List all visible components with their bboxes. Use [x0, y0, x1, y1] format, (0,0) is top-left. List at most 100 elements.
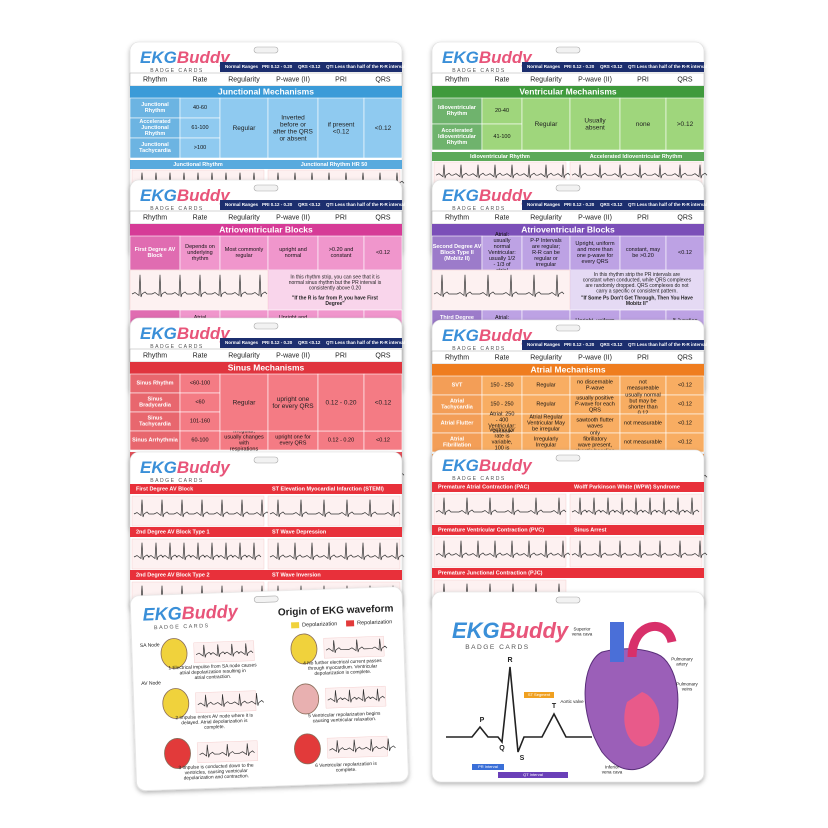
section-bar	[432, 224, 704, 236]
label: BADGE CARDS	[452, 68, 506, 74]
table-cell-text: 61-100	[191, 125, 208, 131]
label: BADGE CARDS	[465, 644, 530, 651]
label: BADGE CARDS	[452, 476, 506, 482]
badge-slot	[253, 456, 279, 464]
strip-label: First Degree AV Block	[136, 486, 194, 492]
badge-slot	[253, 322, 279, 330]
header-bar	[220, 200, 402, 210]
merged-text: 0.12 - 0.20	[325, 399, 356, 406]
section-bar	[432, 364, 704, 376]
table-cell-text: not measurable	[624, 421, 662, 427]
ecg-wave	[446, 666, 592, 753]
table-cell-text: <0.12	[678, 250, 692, 256]
table-cell	[431, 97, 483, 125]
logo: EKGBuddy	[140, 186, 231, 205]
logo-buddy: Buddy	[177, 458, 231, 477]
table-cell-text: Regular	[536, 383, 555, 389]
table-cell	[317, 235, 365, 271]
legend-label: Depolarization	[302, 621, 337, 628]
table-cell-text: <60-100	[190, 381, 210, 387]
strip-label: Premature Atrial Contraction (PAC)	[438, 484, 530, 490]
column-row	[431, 210, 705, 225]
logo-buddy: Buddy	[181, 601, 239, 623]
table-cell-text: >0.20 and constant	[329, 247, 354, 259]
column-header: QRS	[677, 76, 693, 83]
merged-cell	[363, 97, 403, 159]
table-cell-text: 41-100	[493, 134, 510, 140]
strip-label: 2nd Degree AV Block Type 2	[136, 572, 210, 578]
ecg-trace	[433, 274, 565, 298]
table-cell-text: <0.12	[678, 440, 692, 446]
table-cell-text: Junctional Tachycardia	[139, 142, 172, 154]
ecg-trace	[131, 274, 268, 298]
badge-slot	[253, 595, 279, 603]
label: Normal Ranges	[225, 202, 259, 207]
ecg-trace	[269, 499, 401, 518]
merged-cell	[665, 97, 705, 151]
table-cell-text: sawtooth flutter waves	[576, 418, 613, 430]
table-cell-text: Irregular, usually changes with respiration…	[224, 429, 264, 453]
wave-label: T	[552, 703, 557, 710]
label: QRS <0.12	[298, 340, 321, 345]
column-header: Regularity	[228, 76, 260, 83]
heart-icon	[162, 688, 190, 719]
table-cell-text: constant, may be >0.20	[626, 247, 660, 259]
label: PRI 0.12 - 0.20	[564, 342, 595, 347]
column-header: Rate	[193, 214, 208, 221]
column-header: P-wave (II)	[276, 352, 310, 359]
ecg-grid	[267, 538, 401, 570]
column-header: PRI	[637, 76, 649, 83]
logo-ekg: EKG	[452, 618, 500, 643]
table-cell-text: <0.12	[678, 383, 692, 389]
badge-slot	[555, 454, 581, 462]
table-cell	[521, 235, 571, 271]
section-bar	[130, 86, 402, 98]
section-bar	[130, 224, 402, 236]
table-cell-text: no discernable P-wave	[577, 380, 613, 392]
section-title: Junctional Mechanisms	[218, 86, 314, 96]
strip-label: 2nd Degree AV Block Type 1	[136, 529, 210, 535]
column-header: Rate	[193, 352, 208, 359]
wave-label: Q	[499, 745, 505, 752]
column-header: Rate	[193, 76, 208, 83]
column-header: P-wave (II)	[578, 76, 612, 83]
ecg-trace	[571, 540, 708, 559]
table-cell-text: Irregularly Irregular	[534, 437, 559, 449]
ecg-grid	[195, 690, 257, 713]
table-cell	[129, 235, 181, 271]
step-text: 1 Electrical impulse from SA node causes…	[168, 663, 257, 683]
legend-label: Repolarization	[357, 619, 392, 626]
logo-ekg: EKG	[140, 186, 177, 205]
label: Normal Ranges	[225, 340, 259, 345]
table-cell-text: Sinus Tachycardia	[139, 416, 172, 428]
logo-ekg: EKG	[442, 326, 479, 345]
anatomy-label: Pulmonary artery	[671, 657, 693, 667]
table-cell-text: <0.12	[678, 421, 692, 427]
logo-buddy: Buddy	[177, 48, 231, 67]
logo-ekg: EKG	[142, 603, 182, 624]
table-cell	[363, 235, 403, 271]
ecg-trace	[197, 693, 265, 708]
table-cell	[431, 123, 483, 151]
merged-text: <0.12	[375, 399, 392, 406]
table-cell-text: <0.12	[376, 250, 390, 256]
label: QTI Less than half of the R-R interval	[628, 64, 707, 69]
table-cell-text: not measureable	[627, 380, 659, 392]
interval-label: PR Interval	[478, 764, 498, 769]
label: BADGE CARDS	[150, 206, 204, 212]
label: QTI Less than half of the R-R interval	[326, 64, 405, 69]
strip-label: Idioventricular Rhythm	[470, 154, 530, 160]
column-header: Regularity	[228, 214, 260, 221]
ecg-trace	[435, 164, 571, 179]
strip-label: ST Wave Depression	[272, 529, 327, 535]
merged-cell	[267, 373, 319, 432]
table-cell-text: 40-60	[193, 105, 207, 111]
table-cell-text: Atrial Tachycardia	[441, 399, 474, 411]
table-cell-text: 150 - 250	[490, 402, 513, 408]
badge-slot	[253, 46, 279, 54]
ecg-trace	[325, 638, 388, 653]
table-cell-text: 101-160	[190, 419, 210, 425]
card-title: Origin of EKG waveform	[278, 603, 394, 618]
strip-label: ST Elevation Myocardial Infarction (STEM…	[272, 486, 384, 492]
